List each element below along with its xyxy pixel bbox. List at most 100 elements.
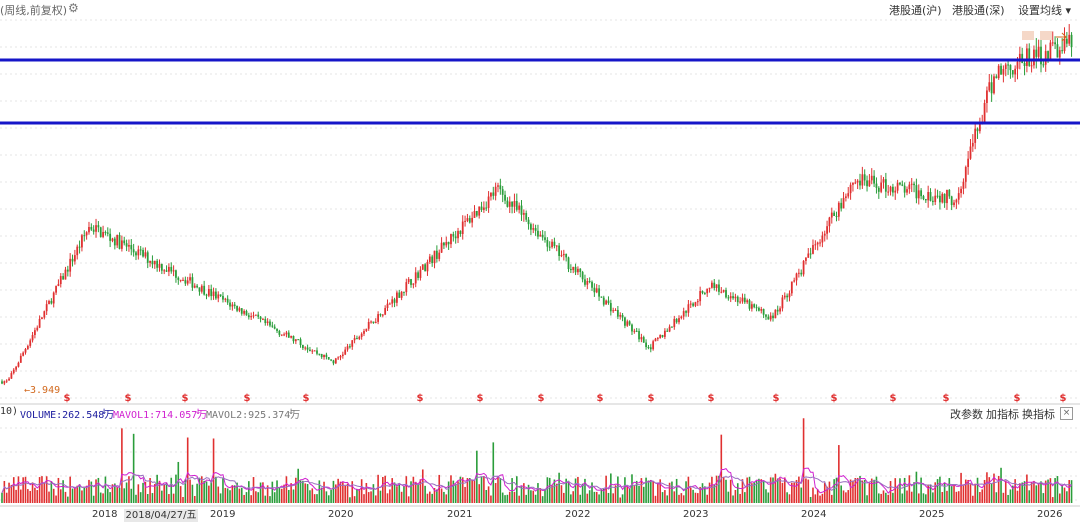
dividend-marker-icon: $	[890, 393, 897, 404]
volume-bar	[903, 477, 906, 503]
volume-bar	[950, 485, 953, 503]
candle-body	[189, 277, 191, 281]
volume-bar	[356, 488, 358, 503]
volume-bar	[659, 479, 661, 503]
dividend-marker-icon: $	[244, 393, 251, 404]
candle-body	[59, 276, 62, 285]
volume-bar	[398, 484, 401, 503]
candle-body	[847, 193, 850, 197]
volume-bar	[1066, 491, 1068, 503]
volume-bar	[706, 494, 709, 503]
candle-body	[574, 266, 577, 273]
candle-body	[602, 297, 605, 305]
candle-body	[1042, 64, 1045, 66]
volume-bar	[287, 489, 290, 503]
volume-bar	[438, 474, 441, 503]
candle-body	[739, 301, 742, 303]
volume-bar	[852, 480, 854, 503]
volume-bar	[934, 482, 937, 503]
volume-bar	[838, 445, 840, 503]
volume-bar	[48, 491, 50, 503]
volume-bar	[558, 472, 560, 503]
volume-bar	[694, 492, 697, 503]
volume-bar	[412, 476, 415, 503]
candle-body	[929, 192, 932, 201]
candle-body	[468, 218, 471, 223]
candle-body	[22, 352, 25, 356]
volume-bar	[158, 480, 161, 503]
volume-bar	[847, 490, 850, 503]
candle-body	[386, 303, 389, 308]
volume-bar	[121, 428, 123, 503]
volume-bar	[295, 477, 297, 503]
candle-body	[1011, 70, 1014, 75]
volume-bar	[1056, 476, 1059, 503]
candle-body	[144, 252, 147, 257]
candle-body	[236, 305, 238, 311]
volume-bar	[720, 434, 723, 503]
volume-bar	[537, 483, 539, 503]
volume-bar	[492, 442, 495, 503]
hk-connect-sh-link[interactable]: 港股通(沪)	[889, 4, 942, 17]
candle-body	[699, 291, 702, 302]
volume-bar	[269, 496, 271, 503]
volume-bar	[962, 484, 965, 503]
candle-body	[1033, 49, 1035, 66]
candle-body	[736, 296, 739, 303]
candle-body	[685, 311, 687, 313]
volume-bar	[255, 491, 257, 503]
candle-body	[212, 291, 215, 297]
candle-body	[276, 328, 278, 331]
candle-body	[421, 264, 424, 270]
candle-body	[318, 353, 321, 355]
candle-body	[894, 190, 897, 193]
candle-body	[595, 288, 598, 293]
volume-bar	[454, 484, 457, 503]
volume-bar	[203, 480, 205, 503]
candle-body	[252, 315, 255, 317]
volume-bar	[12, 477, 15, 503]
volume-bar	[908, 475, 911, 503]
candle-body	[457, 230, 459, 239]
volume-bar	[854, 478, 857, 503]
candle-body	[748, 300, 751, 309]
volume-bar	[210, 480, 213, 503]
candle-body	[269, 321, 271, 326]
volume-bar	[1061, 485, 1063, 503]
volume-bar	[734, 490, 737, 503]
candle-body	[835, 215, 838, 217]
candle-body	[313, 350, 316, 352]
volume-bar	[936, 479, 939, 503]
close-indicator-button[interactable]: ×	[1060, 407, 1073, 420]
volume-bar	[586, 493, 589, 503]
volume-bar	[342, 482, 344, 503]
candle-body	[1014, 68, 1017, 75]
candle-body	[903, 185, 906, 193]
candle-body	[852, 182, 854, 185]
candle-body	[226, 298, 229, 303]
volume-bar	[591, 482, 593, 503]
volume-bar	[172, 493, 175, 503]
volume-bar	[922, 493, 925, 503]
candle-body	[649, 347, 652, 350]
add-indicator-button[interactable]: 加指标	[986, 408, 1019, 421]
change-indicator-button[interactable]: 换指标	[1022, 408, 1055, 421]
volume-bar	[892, 492, 894, 503]
volume-bar	[226, 488, 229, 503]
candle-body	[892, 186, 894, 193]
dividend-marker-icon: $	[943, 393, 950, 404]
ma-settings-dropdown[interactable]: 设置均线 ▾	[1018, 4, 1072, 17]
gear-icon[interactable]: ⚙	[68, 1, 79, 15]
edit-params-button[interactable]: 改参数	[950, 408, 983, 421]
candle-body	[727, 297, 730, 299]
year-label-2018: 2018	[92, 509, 118, 520]
year-label-2024: 2024	[801, 509, 827, 520]
hk-connect-sz-link[interactable]: 港股通(深)	[952, 4, 1005, 17]
candle-body	[229, 302, 231, 307]
volume-bar	[1019, 483, 1021, 503]
volume-bar	[868, 483, 871, 503]
volume-arrow-icon: ↓	[101, 406, 108, 417]
candle-body	[332, 360, 335, 364]
candle-body	[250, 316, 253, 318]
